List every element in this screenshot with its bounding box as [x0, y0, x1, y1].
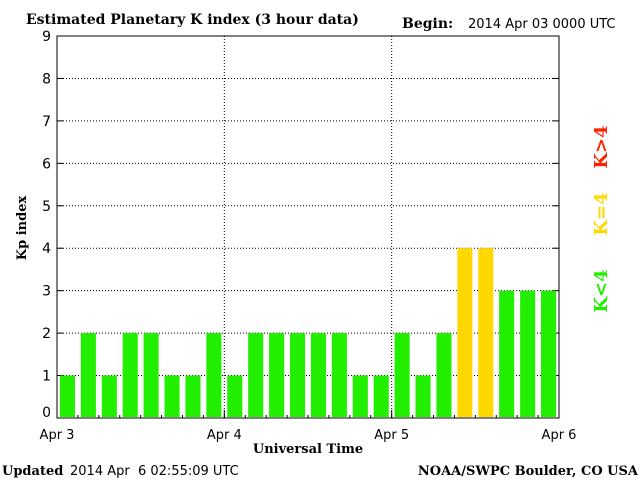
y-tick-label: 1 [42, 369, 51, 385]
begin-value: 2014 Apr 03 0000 UTC [468, 17, 616, 32]
y-tick-label: 8 [42, 71, 51, 87]
kp-bar [227, 375, 243, 417]
plot-frame [56, 35, 560, 419]
plot-area: 0 1 2 3 4 5 6 7 8 9 Apr 3 Apr 4 Apr 5 Apr 6 [40, 29, 577, 443]
kp-bar [352, 375, 368, 417]
kp-bar [499, 290, 515, 417]
kp-bar [185, 375, 201, 417]
chart-title: Estimated Planetary K index (3 hour data… [26, 12, 359, 28]
y-tick-label: 6 [42, 156, 51, 172]
legend-equal-4: K=4 [591, 192, 612, 235]
kp-bar [101, 375, 117, 417]
kp-bar [80, 333, 96, 417]
y-tick-label: 3 [42, 284, 51, 300]
kp-bar [59, 375, 75, 417]
kp-bar [415, 375, 431, 417]
kp-bar [248, 333, 264, 417]
updated-value: 2014 Apr 6 02:55:09 UTC [70, 464, 239, 479]
begin-label: Begin: [402, 16, 453, 32]
kp-bar [436, 333, 452, 417]
x-tick-label: Apr 4 [207, 428, 242, 443]
kp-bar [164, 375, 180, 417]
kp-bar [206, 333, 222, 417]
kp-bar [269, 333, 285, 417]
kp-bar [478, 248, 494, 417]
y-tick-label: 9 [42, 29, 51, 45]
kp-bar [541, 290, 557, 417]
y-tick-label: 7 [42, 114, 51, 130]
kp-bar [122, 333, 138, 417]
kp-bar [290, 333, 306, 417]
x-tick-label: Apr 5 [374, 428, 409, 443]
kp-bar [457, 248, 473, 417]
legend-below-4: K<4 [591, 269, 612, 312]
kp-bar [310, 333, 326, 417]
x-axis-label: Universal Time [253, 442, 363, 457]
kp-bar [394, 333, 410, 417]
y-axis-label: Kp index [15, 196, 30, 261]
x-tick-label: Apr 3 [40, 428, 75, 443]
source-credit: NOAA/SWPC Boulder, CO USA [418, 464, 639, 479]
kp-bar [520, 290, 536, 417]
y-tick-label: 4 [42, 241, 51, 257]
legend-above-4: K>4 [591, 125, 612, 168]
x-tick-label: Apr 6 [542, 428, 577, 443]
kp-bar [331, 333, 347, 417]
y-tick-label: 5 [42, 199, 51, 215]
y-tick-label: 2 [42, 326, 51, 342]
updated-label: Updated [2, 464, 63, 479]
kp-bar [373, 375, 389, 417]
kp-bar [143, 333, 159, 417]
y-tick-label: 0 [42, 405, 51, 421]
